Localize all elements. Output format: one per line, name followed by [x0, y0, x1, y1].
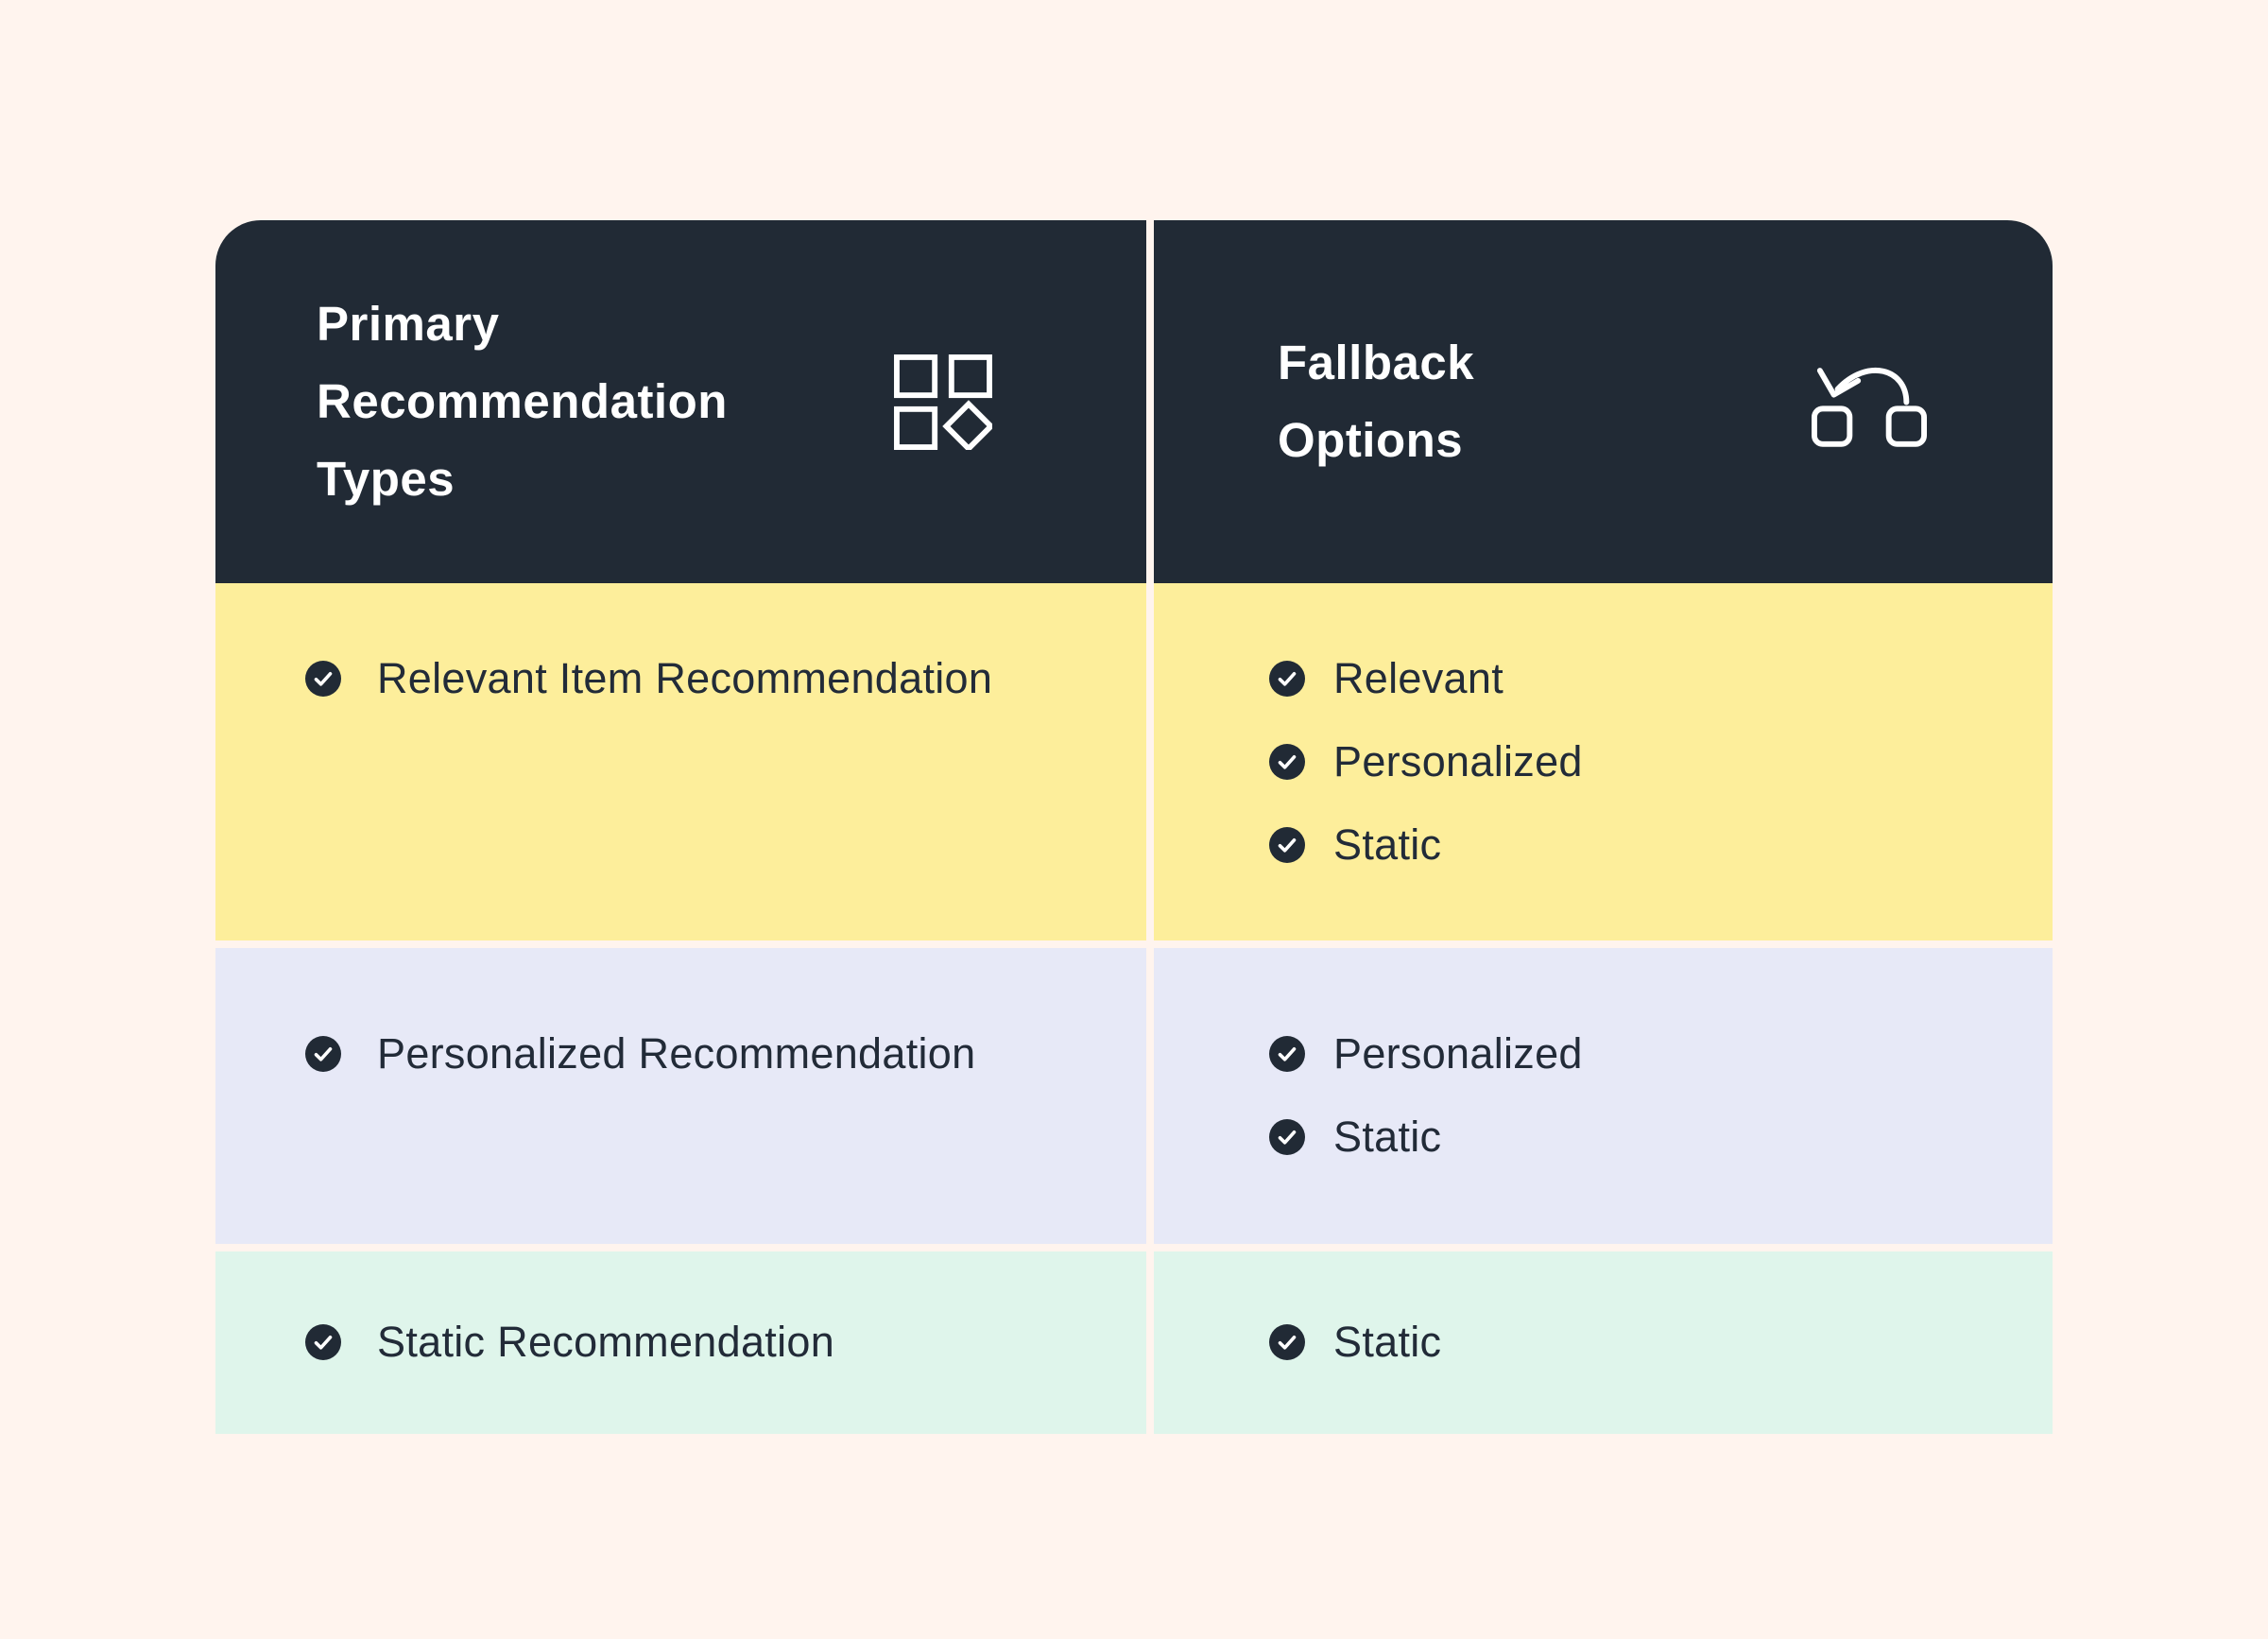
fallback-list: Static — [1269, 1318, 2053, 1366]
table-header-row: Primary Recommendation Types Fallback Op… — [215, 220, 2053, 583]
check-icon — [1269, 1119, 1305, 1155]
fallback-label: Static — [1333, 820, 1442, 869]
fallback-options-cell: Static — [1154, 1251, 2053, 1434]
fallback-item: Static — [1269, 1318, 2053, 1366]
fallback-label: Personalized — [1333, 737, 1583, 785]
primary-type-label: Static Recommendation — [377, 1318, 835, 1366]
fallback-label: Static — [1333, 1318, 1442, 1366]
primary-type-label: Relevant Item Recommendation — [377, 654, 993, 702]
recommendation-table: Primary Recommendation Types Fallback Op… — [215, 220, 2053, 1434]
fallback-options-cell: Relevant Personalized Static — [1154, 583, 2053, 940]
primary-type-cell: Static Recommendation — [215, 1251, 1146, 1434]
check-icon — [1269, 1324, 1305, 1360]
check-icon — [305, 1036, 341, 1072]
check-icon — [1269, 827, 1305, 863]
primary-type-label: Personalized Recommendation — [377, 1029, 976, 1078]
table-row: Relevant Item Recommendation Relevant Pe… — [215, 583, 2053, 940]
primary-types-header-label: Primary Recommendation Types — [317, 297, 728, 506]
fallback-label: Personalized — [1333, 1029, 1583, 1078]
table-row: Static Recommendation Static — [215, 1251, 2053, 1434]
check-icon — [1269, 1036, 1305, 1072]
fallback-item: Static — [1269, 820, 2053, 869]
header-cell-fallback-options: Fallback Options — [1154, 220, 2053, 583]
fallback-item: Personalized — [1269, 1029, 2053, 1078]
primary-type-cell: Relevant Item Recommendation — [215, 583, 1146, 940]
fallback-options-cell: Personalized Static — [1154, 948, 2053, 1244]
fallback-item: Static — [1269, 1113, 2053, 1161]
check-icon — [1269, 744, 1305, 780]
fallback-item: Relevant — [1269, 654, 2053, 702]
primary-type-cell: Personalized Recommendation — [215, 948, 1146, 1244]
primary-type-item: Personalized Recommendation — [305, 1029, 1146, 1078]
primary-type-item: Static Recommendation — [305, 1318, 1146, 1366]
fallback-label: Relevant — [1333, 654, 1504, 702]
fallback-item: Personalized — [1269, 737, 2053, 785]
table-row: Personalized Recommendation Personalized… — [215, 948, 2053, 1244]
table-body: Relevant Item Recommendation Relevant Pe… — [215, 583, 2053, 1434]
fallback-label: Static — [1333, 1113, 1442, 1161]
fallback-list: Relevant Personalized Static — [1269, 654, 2053, 869]
check-icon — [305, 661, 341, 697]
grid-diamond-icon — [894, 354, 992, 450]
check-icon — [305, 1324, 341, 1360]
check-icon — [1269, 661, 1305, 697]
fallback-options-header-label: Fallback Options — [1278, 336, 1475, 467]
fallback-arrow-icon — [1812, 367, 1927, 447]
primary-type-item: Relevant Item Recommendation — [305, 654, 1146, 702]
header-cell-primary-types: Primary Recommendation Types — [215, 220, 1146, 583]
fallback-list: Personalized Static — [1269, 1029, 2053, 1161]
